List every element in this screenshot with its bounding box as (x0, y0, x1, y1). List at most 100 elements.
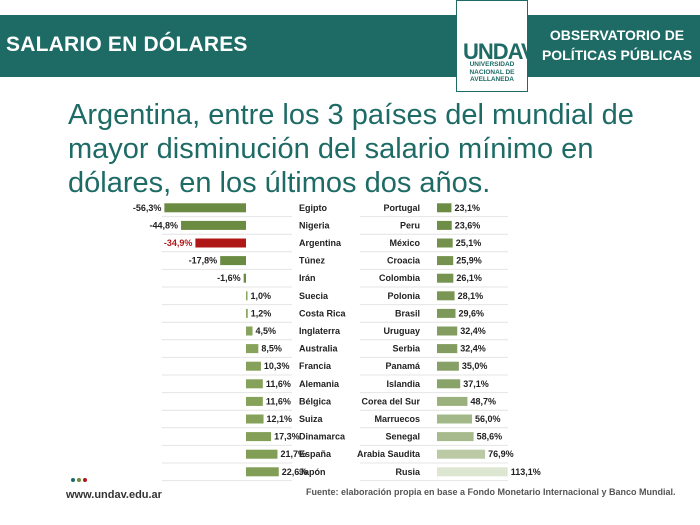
value-label-right: 37,1% (463, 379, 489, 389)
value-label-left: 11,6% (266, 379, 291, 389)
category-label-right: México (389, 238, 420, 248)
value-label-right: 25,1% (456, 238, 482, 248)
observatory-label: OBSERVATORIO DE POLÍTICAS PÚBLICAS (541, 27, 693, 63)
bar-left (246, 291, 248, 301)
category-label-left: Francia (299, 361, 332, 371)
value-label-right: 25,9% (456, 256, 482, 266)
bar-left (164, 203, 246, 213)
value-label-left: 11,6% (266, 396, 291, 406)
category-label-right: Portugal (383, 203, 420, 213)
bar-right (437, 449, 486, 459)
category-label-right: Brasil (395, 308, 420, 318)
dots-icon (71, 478, 87, 482)
headline: Argentina, entre los 3 países del mundia… (68, 99, 634, 199)
value-label-left: -44,8% (150, 220, 179, 230)
category-label-right: Rusia (395, 467, 421, 477)
value-label-right: 35,0% (462, 361, 488, 371)
category-label-left: Nigeria (299, 220, 331, 230)
bar-left (246, 379, 263, 389)
category-label-left: Australia (299, 344, 339, 354)
undav-logo: UNDAV UNIVERSIDAD NACIONAL DE AVELLANEDA (456, 0, 536, 92)
bar-right (437, 344, 458, 354)
value-label-right: 58,6% (477, 432, 503, 442)
value-label-left: 22,6% (282, 467, 308, 477)
category-label-left: Argentina (299, 238, 342, 248)
value-label-left: 12,1% (267, 414, 293, 424)
value-label-right: 32,4% (460, 344, 486, 354)
category-label-right: Senegal (385, 432, 420, 442)
source-note: Fuente: elaboración propia en base a Fon… (306, 487, 676, 497)
header-bar: SALARIO EN DÓLARES OBSERVATORIO DE POLÍT… (0, 15, 700, 77)
value-label-left: 10,3% (264, 361, 290, 371)
category-label-right: Serbia (392, 344, 421, 354)
value-label-right: 48,7% (470, 396, 496, 406)
bar-left (195, 238, 246, 248)
category-label-right: Arabia Saudita (357, 449, 421, 459)
value-label-right: 32,4% (460, 326, 486, 336)
value-label-left: 1,0% (251, 291, 272, 301)
bar-right (437, 361, 459, 371)
bar-left (220, 256, 246, 266)
value-label-left: -56,3% (133, 203, 162, 213)
value-label-left: 21,7% (280, 449, 306, 459)
bar-right (437, 396, 468, 406)
category-label-right: Islandia (386, 379, 421, 389)
bar-left (246, 449, 278, 459)
category-label-right: Colombia (379, 273, 421, 283)
bar-right (437, 291, 455, 301)
bar-right (437, 414, 472, 424)
value-label-right: 56,0% (475, 414, 501, 424)
value-label-left: -1,6% (217, 273, 241, 283)
category-label-right: Uruguay (383, 326, 420, 336)
bar-right (437, 326, 458, 336)
bar-right (437, 203, 452, 213)
category-label-right: Panamá (385, 361, 421, 371)
bar-left (246, 414, 264, 424)
bar-right (437, 273, 454, 283)
bar-right (437, 308, 456, 318)
bar-right (437, 256, 454, 266)
logo-university-text: UNIVERSIDAD NACIONAL DE AVELLANEDA (469, 61, 515, 83)
bar-left (246, 361, 261, 371)
category-label-left: Suiza (299, 414, 324, 424)
bar-right (437, 220, 452, 230)
category-label-right: Marruecos (374, 414, 420, 424)
bar-left (246, 308, 248, 318)
value-label-right: 26,1% (456, 273, 482, 283)
category-label-left: Bélgica (299, 396, 332, 406)
value-label-right: 29,6% (459, 308, 485, 318)
category-label-right: Peru (400, 220, 420, 230)
value-label-right: 76,9% (488, 449, 514, 459)
value-label-left: 17,3% (274, 432, 300, 442)
category-label-left: Túnez (299, 256, 325, 266)
category-label-left: Inglaterra (299, 326, 341, 336)
category-label-right: Polonia (387, 291, 420, 301)
bar-left (246, 326, 253, 336)
bar-left (243, 273, 246, 283)
value-label-left: -17,8% (189, 256, 218, 266)
category-label-left: España (299, 449, 332, 459)
category-label-right: Corea del Sur (361, 396, 420, 406)
value-label-left: -34,9% (164, 238, 193, 248)
bar-left (246, 396, 263, 406)
value-label-left: 8,5% (261, 344, 282, 354)
bar-left (246, 432, 272, 442)
value-label-left: 1,2% (251, 308, 272, 318)
category-label-left: Japón (299, 467, 326, 477)
category-label-left: Costa Rica (299, 308, 347, 318)
category-label-left: Alemania (299, 379, 340, 389)
website-link[interactable]: www.undav.edu.ar (66, 489, 162, 501)
bar-right (437, 379, 461, 389)
value-label-right: 23,1% (454, 203, 480, 213)
bar-left (246, 344, 259, 354)
category-label-left: Dinamarca (299, 432, 346, 442)
bar-right (437, 432, 474, 442)
bar-left (181, 220, 246, 230)
category-label-right: Croacia (387, 256, 421, 266)
bar-right (437, 467, 508, 477)
value-label-right: 28,1% (458, 291, 484, 301)
category-label-left: Irán (299, 273, 316, 283)
value-label-left: 4,5% (256, 326, 277, 336)
page-title: SALARIO EN DÓLARES (6, 33, 248, 56)
